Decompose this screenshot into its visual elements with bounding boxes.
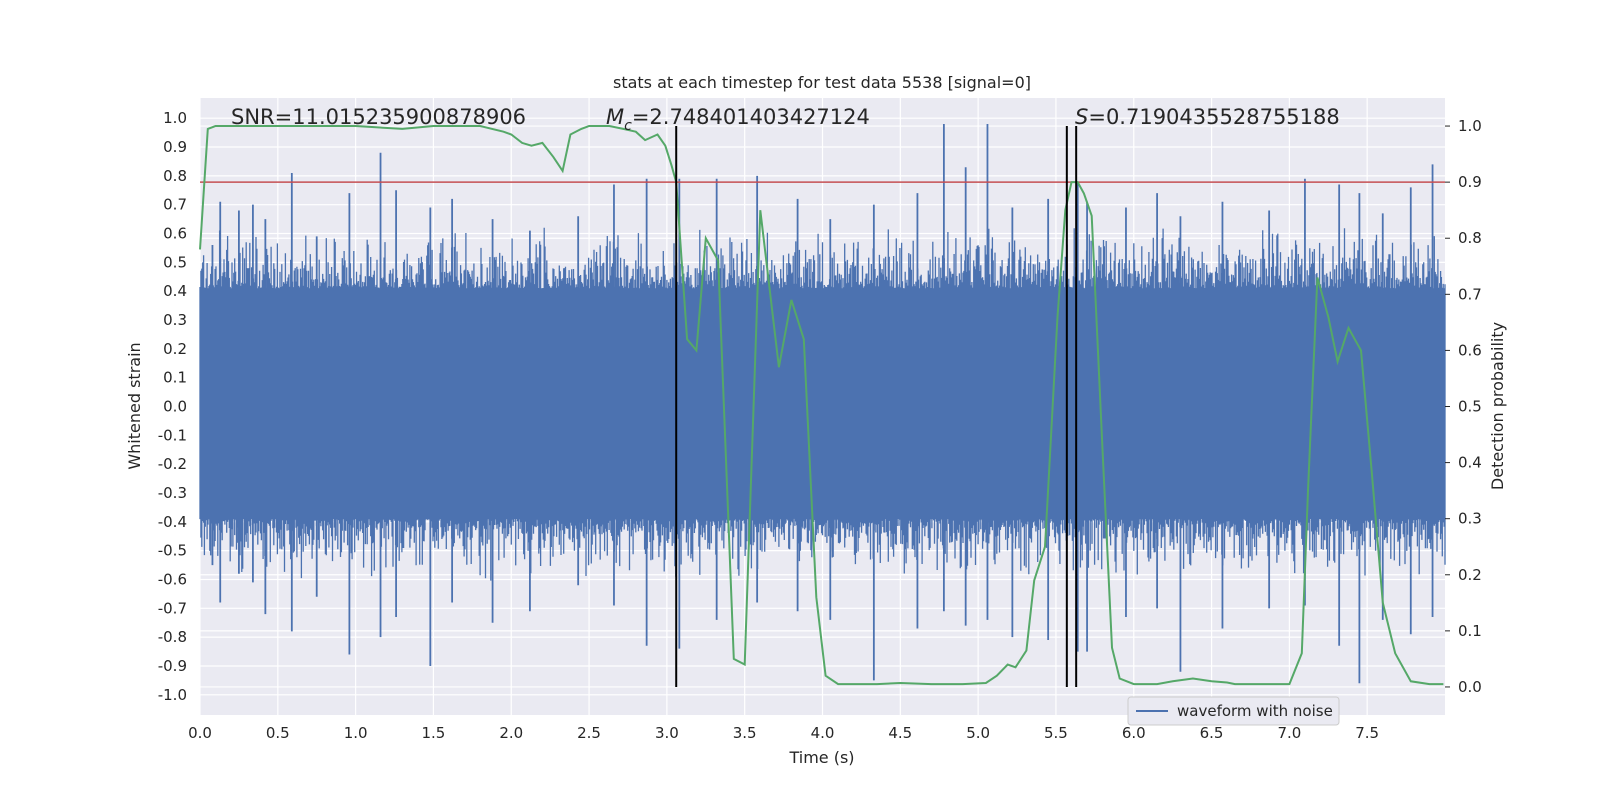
y-tick-label: 0.4	[163, 282, 187, 300]
y-tick-label: 0.6	[163, 225, 187, 243]
legend-label: waveform with noise	[1177, 702, 1333, 720]
y2-tick-label: 0.2	[1458, 566, 1482, 584]
y-tick-label: -0.1	[158, 426, 187, 444]
legend-box	[1127, 696, 1340, 726]
waveform-series	[199, 123, 1446, 684]
x-tick-label: 4.5	[888, 724, 912, 742]
y2-tick-label: 0.6	[1458, 341, 1482, 359]
x-tick-label: 6.0	[1122, 724, 1146, 742]
x-tick-label: 4.0	[811, 724, 835, 742]
vertical-markers	[675, 126, 1078, 687]
x-tick-label: 2.0	[499, 724, 523, 742]
y-tick-label: 0.1	[163, 369, 187, 387]
x-tick-label: 5.0	[966, 724, 990, 742]
x-tick-label: 1.0	[344, 724, 368, 742]
y-tick-label: -0.6	[158, 570, 187, 588]
chirp-mass-annotation: Mc=2.748401403427124	[606, 105, 870, 134]
y-tick-label: 1.0	[163, 109, 187, 127]
x-tick-label: 0.0	[188, 724, 212, 742]
y-tick-labels: 1.0 0.9 0.8 0.7 0.6 0.5 0.4 0.3 0.2 0.1 0.0 -0.1 -0.…	[158, 109, 187, 704]
y-axis-label: Whitened strain	[125, 342, 144, 469]
snr-annotation: SNR=11.015235900878906	[231, 105, 526, 129]
y2-tick-label: 0.7	[1458, 285, 1482, 303]
y-tick-label: 0.3	[163, 311, 187, 329]
y-tick-label: 0.2	[163, 340, 187, 358]
x-tick-label: 7.5	[1355, 724, 1379, 742]
detection-probability-series	[199, 125, 1444, 686]
chart-title: stats at each timestep for test data 553…	[613, 73, 1031, 92]
y-tick-label: 0.0	[163, 398, 187, 416]
y-tick-label: -0.8	[158, 628, 187, 646]
y2-tick-label: 0.5	[1458, 398, 1482, 416]
x-tick-label: 7.0	[1277, 724, 1301, 742]
x-tick-labels: 0.0 0.5 1.0 1.5 2.0 2.5 3.0 3.5 4.0 4.5 5.0 5.5 6.0 6…	[188, 724, 1379, 742]
x-tick-label: 1.5	[422, 724, 446, 742]
y-tick-label: -0.4	[158, 513, 187, 531]
y2-tick-label: 0.8	[1458, 229, 1482, 247]
y-tick-label: -0.3	[158, 484, 187, 502]
mc-value: =2.748401403427124	[632, 105, 870, 129]
x-axis-label: Time (s)	[788, 748, 854, 767]
y2-axis-label: Detection probability	[1488, 322, 1507, 490]
y-tick-label: -0.5	[158, 542, 187, 560]
s-value: =0.7190435528755188	[1088, 105, 1339, 129]
y2-tick-labels: 1.0 0.9 0.8 0.7 0.6 0.5 0.4 0.3 0.2 0.1 0.0	[1445, 117, 1482, 696]
y-tick-label: 0.9	[163, 138, 187, 156]
y-tick-label: 0.5	[163, 253, 187, 271]
s-symbol: S	[1075, 105, 1088, 129]
mc-symbol: M	[606, 105, 624, 129]
x-tick-label: 0.5	[266, 724, 290, 742]
y2-tick-label: 0.9	[1458, 173, 1482, 191]
y-tick-label: -0.7	[158, 599, 187, 617]
detection-probability-line	[199, 125, 1444, 686]
y2-tick-label: 0.3	[1458, 510, 1482, 528]
y-tick-label: 0.8	[163, 167, 187, 185]
y2-tick-label: 1.0	[1458, 117, 1482, 135]
mc-subscript: c	[624, 118, 632, 134]
y2-tick-label: 0.0	[1458, 678, 1482, 696]
x-tick-label: 6.5	[1200, 724, 1224, 742]
y-tick-label: -0.2	[158, 455, 187, 473]
y-tick-label: -0.9	[158, 657, 187, 675]
y2-tick-label: 0.4	[1458, 454, 1482, 472]
s-annotation: S=0.7190435528755188	[1075, 105, 1340, 129]
x-tick-label: 3.0	[655, 724, 679, 742]
y-tick-label: 0.7	[163, 196, 187, 214]
y-tick-label: -1.0	[158, 686, 187, 704]
x-tick-label: 2.5	[577, 724, 601, 742]
x-tick-label: 3.5	[733, 724, 757, 742]
y2-tick-label: 0.1	[1458, 622, 1482, 640]
legend: waveform with noise	[1127, 696, 1340, 726]
x-tick-label: 5.5	[1044, 724, 1068, 742]
